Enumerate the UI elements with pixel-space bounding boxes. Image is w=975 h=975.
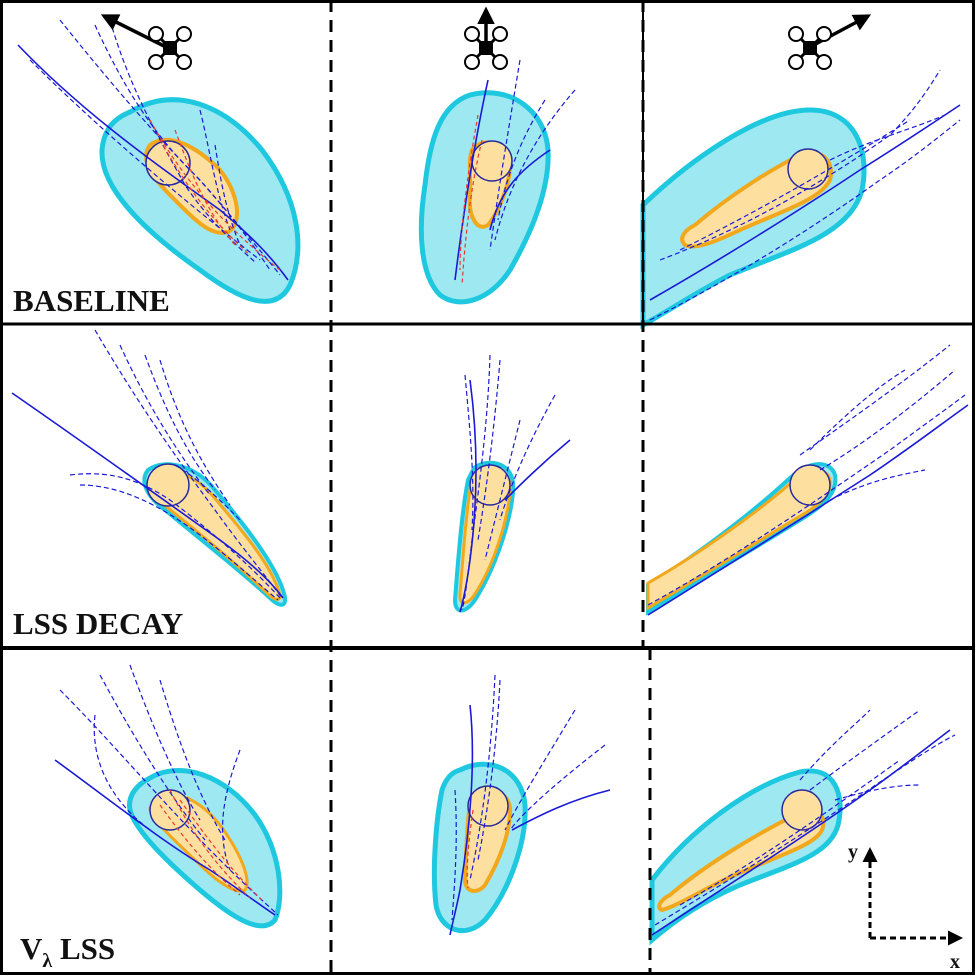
quadrotor-icon	[464, 26, 508, 70]
panel-baseline-left	[17, 19, 301, 304]
heading-arrow-icon	[809, 14, 872, 49]
trajectories	[449, 674, 611, 936]
row-label-main: V	[20, 931, 43, 966]
quadrotor-icon	[788, 26, 832, 70]
obstacle	[789, 464, 831, 506]
obstacle	[781, 789, 823, 831]
panel-lss-decay-left	[11, 329, 288, 607]
row-label-v-lambda-lss: Vλ LSS	[20, 931, 115, 972]
trajectories	[647, 344, 969, 616]
panel-baseline-center	[418, 59, 576, 305]
trajectories	[649, 69, 961, 321]
row-v-lambda-lss: Vλ LSS y x	[20, 664, 963, 973]
panel-v-lambda-right	[649, 709, 956, 946]
panel-lss-decay-right	[646, 344, 969, 616]
panel-lss-decay-center	[452, 354, 571, 613]
row-label-lss-decay: LSS DECAY	[13, 606, 183, 641]
obstacle	[467, 785, 509, 827]
panel-v-lambda-center	[431, 674, 611, 936]
obstacle-swept	[657, 809, 826, 913]
heading-arrow-icon	[100, 14, 169, 50]
panel-v-lambda-left	[54, 664, 283, 929]
trajectories	[454, 59, 576, 286]
row-label-baseline: BASELINE	[13, 283, 170, 318]
trajectories	[459, 354, 571, 613]
row-lss-decay: LSS DECAY	[11, 329, 969, 641]
trajectories	[11, 329, 284, 601]
row-label-rest: LSS	[52, 931, 115, 966]
y-axis-label: y	[848, 841, 858, 863]
panel-baseline-right	[640, 69, 961, 330]
row-baseline: BASELINE	[13, 6, 961, 330]
obstacle	[149, 789, 191, 831]
row-label-subscript: λ	[42, 950, 52, 972]
trajectories	[54, 664, 279, 916]
x-axis-label: x	[950, 951, 960, 973]
trajectories	[17, 19, 289, 281]
trajectories	[651, 709, 956, 936]
axes-indicator: y x	[848, 841, 963, 973]
quadrotor-icon	[148, 26, 192, 70]
obstacle	[787, 148, 829, 190]
